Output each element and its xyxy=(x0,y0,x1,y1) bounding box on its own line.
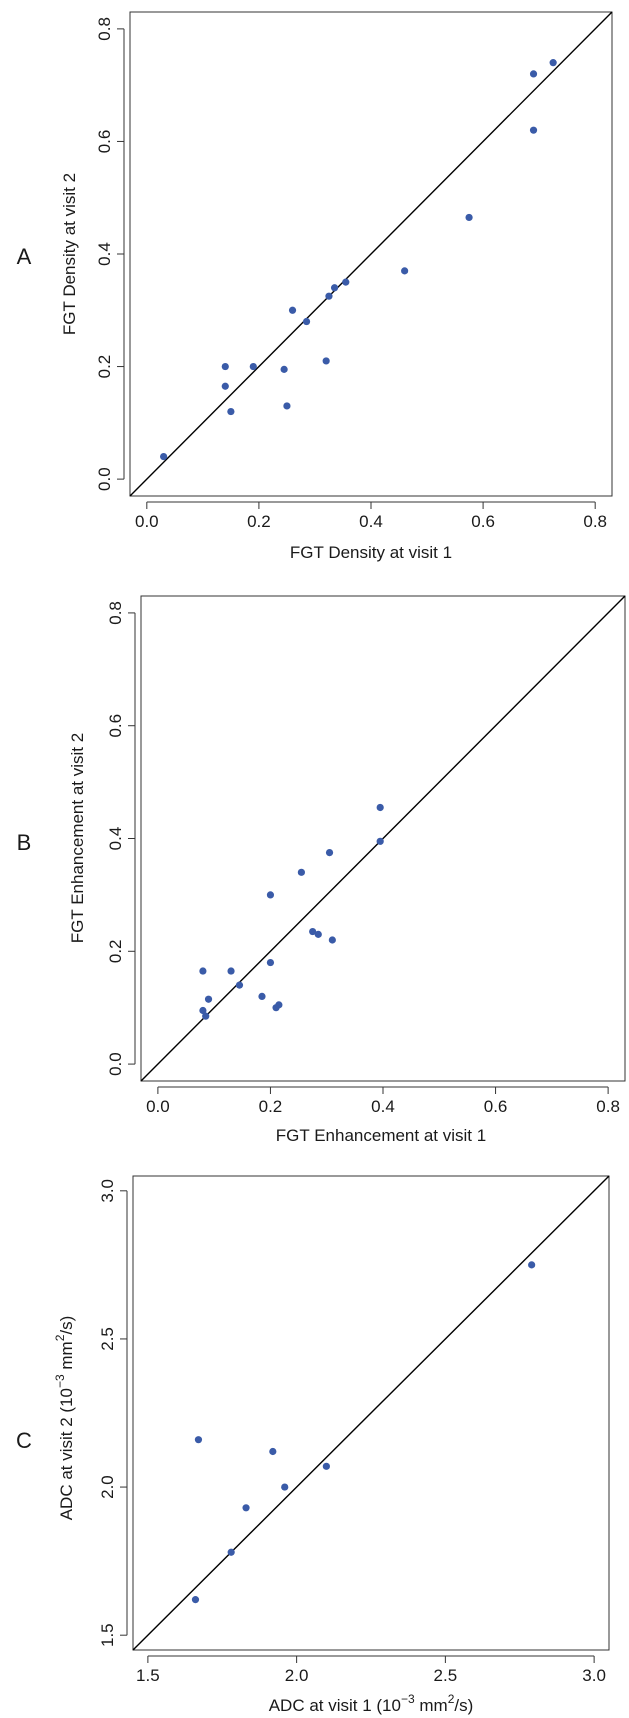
data-point xyxy=(227,967,235,975)
data-point xyxy=(325,292,333,300)
data-point xyxy=(297,868,305,876)
data-point xyxy=(258,992,266,1001)
x-axis: 0.0 0.2 0.4 0.6 0.8 xyxy=(135,501,607,531)
data-point xyxy=(275,1001,283,1009)
data-point xyxy=(191,1596,200,1604)
identity-line xyxy=(129,11,613,497)
data-point xyxy=(235,981,244,989)
panel-label: B xyxy=(17,830,32,855)
identity-line xyxy=(140,595,626,1082)
x-tick-label: 2.5 xyxy=(434,1666,458,1685)
data-point xyxy=(328,936,336,944)
x-tick-label: 0.0 xyxy=(146,1097,170,1116)
data-point xyxy=(314,930,322,938)
y-axis: 0.0 0.2 0.4 0.6 0.8 xyxy=(95,17,125,491)
data-points xyxy=(191,1261,536,1604)
y-tick-label: 0.0 xyxy=(106,1052,125,1076)
y-axis-label: FGT Density at visit 2 xyxy=(60,173,79,335)
x-axis: 0.0 0.2 0.4 0.6 0.8 xyxy=(146,1086,620,1116)
data-point xyxy=(465,213,473,222)
data-point xyxy=(529,70,538,78)
y-tick-label: 0.4 xyxy=(95,242,114,266)
y-tick-label: 1.5 xyxy=(98,1623,117,1647)
data-point xyxy=(528,1261,536,1269)
x-tick-label: 0.8 xyxy=(583,512,607,531)
data-point xyxy=(269,1447,277,1456)
x-tick-label: 0.6 xyxy=(471,512,495,531)
data-point xyxy=(549,59,557,67)
data-point xyxy=(227,407,235,416)
y-tick-label: 0.6 xyxy=(95,130,114,154)
x-tick-label: 0.0 xyxy=(135,512,159,531)
data-point xyxy=(325,848,334,857)
data-point xyxy=(266,891,275,899)
y-tick-label: 0.2 xyxy=(95,355,114,379)
y-tick-label: 2.0 xyxy=(98,1475,117,1499)
y-axis: 1.5 2.0 2.5 3.0 xyxy=(98,1179,128,1647)
x-tick-label: 2.0 xyxy=(285,1666,309,1685)
data-point xyxy=(221,362,229,371)
y-tick-label: 0.2 xyxy=(106,939,125,963)
data-point xyxy=(309,927,317,936)
data-point xyxy=(401,267,409,275)
data-point xyxy=(322,357,330,365)
y-tick-label: 0.0 xyxy=(95,467,114,491)
data-point xyxy=(202,1012,210,1020)
x-axis-label: ADC at visit 1 (10−3 mm2/s) xyxy=(269,1692,474,1715)
data-point xyxy=(249,362,257,371)
data-point xyxy=(342,278,350,286)
y-tick-label: 0.8 xyxy=(106,601,125,625)
y-tick-label: 0.6 xyxy=(106,714,125,738)
data-points xyxy=(199,803,384,1020)
data-point xyxy=(529,126,538,134)
y-tick-label: 3.0 xyxy=(98,1179,117,1203)
data-point xyxy=(322,1462,330,1470)
panel-label: A xyxy=(17,244,32,269)
data-point xyxy=(199,967,207,975)
data-point xyxy=(302,317,311,326)
data-point xyxy=(194,1436,203,1444)
scatter-panel-b: B 0.0 0.2 0.4 0.6 0.8 0.0 0.2 0.4 0.6 0.8 FGT En… xyxy=(17,595,626,1145)
y-tick-label: 0.8 xyxy=(95,17,114,41)
data-point xyxy=(221,382,229,390)
plot-frame xyxy=(132,1175,610,1651)
x-tick-label: 0.2 xyxy=(259,1097,283,1116)
y-tick-label: 0.4 xyxy=(106,827,125,851)
y-tick-label: 2.5 xyxy=(98,1327,117,1351)
data-point xyxy=(283,402,291,410)
data-point xyxy=(376,803,384,812)
plot-frame xyxy=(140,595,626,1082)
data-point xyxy=(280,365,288,373)
x-tick-label: 0.4 xyxy=(371,1097,395,1116)
y-axis-label: ADC at visit 2 (10−3 mm2/s) xyxy=(53,1316,76,1521)
data-point xyxy=(330,284,339,292)
x-tick-label: 0.2 xyxy=(247,512,271,531)
x-axis: 1.5 2.0 2.5 3.0 xyxy=(136,1655,606,1685)
data-point xyxy=(199,1006,207,1015)
data-point xyxy=(204,995,213,1003)
x-tick-label: 0.4 xyxy=(359,512,383,531)
y-axis-label: FGT Enhancement at visit 2 xyxy=(68,733,87,943)
plot-frame xyxy=(129,11,613,497)
data-points xyxy=(160,59,557,461)
data-point xyxy=(160,453,168,461)
x-tick-label: 1.5 xyxy=(136,1666,160,1685)
data-point xyxy=(242,1504,250,1512)
panel-label: C xyxy=(16,1428,32,1453)
scatter-panel-c: C 1.5 2.0 2.5 3.0 1.5 2.0 2.5 3.0 ADC at visit… xyxy=(16,1175,610,1715)
x-axis-label: FGT Density at visit 1 xyxy=(290,543,452,562)
data-point xyxy=(266,958,275,967)
data-point xyxy=(288,306,297,314)
x-tick-label: 0.8 xyxy=(596,1097,620,1116)
x-axis-label: FGT Enhancement at visit 1 xyxy=(276,1126,486,1145)
data-point xyxy=(376,837,384,845)
x-tick-label: 3.0 xyxy=(582,1666,606,1685)
data-point xyxy=(281,1483,289,1491)
y-axis: 0.0 0.2 0.4 0.6 0.8 xyxy=(106,601,136,1076)
identity-line xyxy=(132,1175,610,1651)
x-tick-label: 0.6 xyxy=(484,1097,508,1116)
scatter-panel-a: A 0.0 0.2 0.4 0.6 0.8 0.0 0.2 0.4 0.6 0.8 FGT De… xyxy=(17,11,613,562)
data-point xyxy=(227,1548,235,1556)
